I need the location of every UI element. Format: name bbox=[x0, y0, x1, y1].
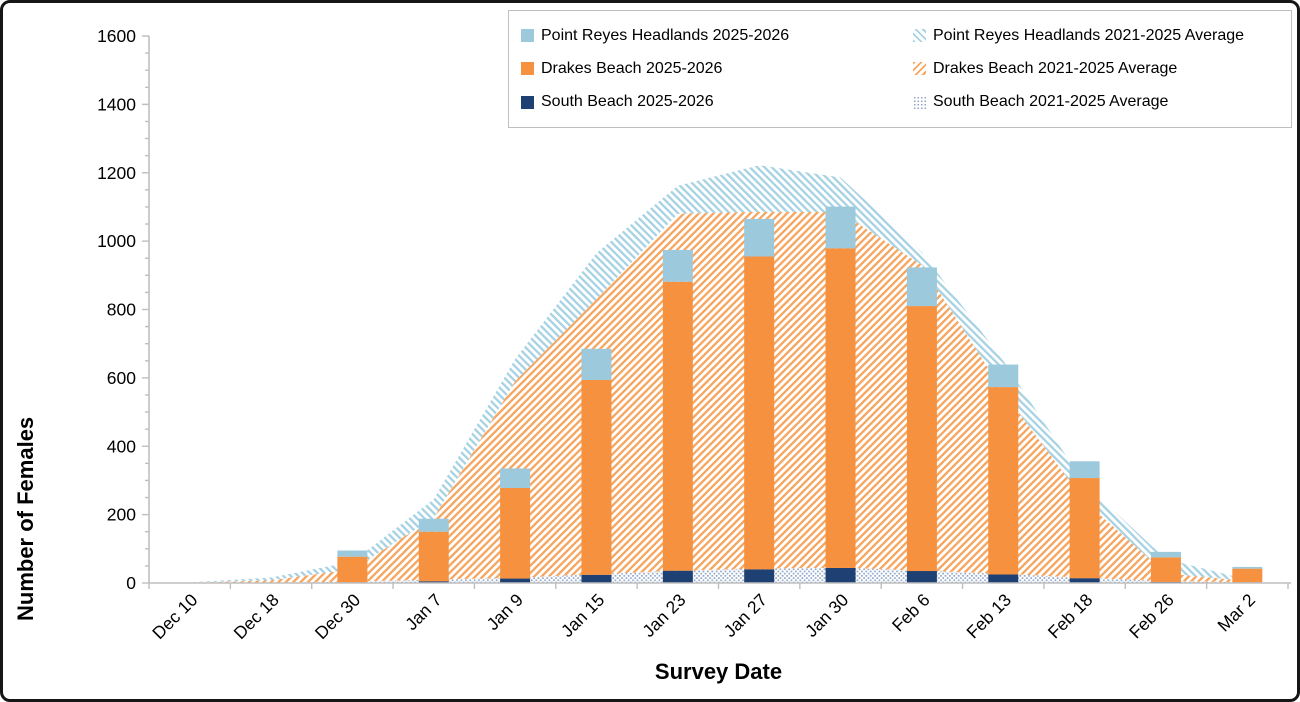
legend-item: Point Reyes Headlands 2021-2025 Average bbox=[913, 26, 1287, 44]
bar-segment bbox=[662, 250, 693, 282]
x-tick-label: Jan 23 bbox=[638, 590, 689, 641]
bar-segment bbox=[906, 267, 937, 307]
legend-label: Drakes Beach 2021-2025 Average bbox=[933, 59, 1178, 77]
legend-label: Point Reyes Headlands 2021-2025 Average bbox=[933, 26, 1245, 44]
x-tick-label: Feb 26 bbox=[1125, 590, 1178, 643]
bar-segment bbox=[337, 550, 368, 557]
x-tick-label: Jan 30 bbox=[801, 590, 852, 641]
bar-segment bbox=[581, 348, 612, 380]
bar-segment bbox=[1150, 551, 1181, 558]
bar-segment bbox=[988, 387, 1019, 575]
bar-segment bbox=[418, 581, 449, 583]
drakes-beach-season-swatch-icon bbox=[521, 62, 534, 76]
bar-segment bbox=[906, 306, 937, 572]
y-axis-title: Number of Females bbox=[13, 416, 38, 621]
x-tick-label: Dec 10 bbox=[148, 590, 202, 644]
area-diag-up bbox=[189, 211, 1248, 583]
bar-segment bbox=[744, 256, 775, 570]
svg-text:400: 400 bbox=[107, 436, 136, 456]
svg-text:200: 200 bbox=[107, 505, 136, 525]
legend-label: Drakes Beach 2025-2026 bbox=[541, 59, 723, 77]
svg-text:1600: 1600 bbox=[97, 26, 136, 46]
bar-segment bbox=[662, 570, 693, 583]
bar-segment bbox=[1232, 566, 1263, 569]
bar-segment bbox=[1150, 557, 1181, 582]
bar-segment bbox=[1069, 478, 1100, 579]
svg-text:800: 800 bbox=[107, 300, 136, 320]
bar-segment bbox=[500, 578, 531, 583]
x-tick-label: Dec 30 bbox=[311, 590, 365, 644]
bar-segment bbox=[825, 248, 856, 568]
bar-segment bbox=[744, 569, 775, 584]
x-axis: Dec 10 Dec 18 Dec 30 Jan 7 Jan 9 Jan 15 Jan 23… bbox=[148, 582, 1291, 644]
bar-segment bbox=[825, 567, 856, 583]
bar-segment bbox=[500, 487, 531, 579]
bar-segment bbox=[581, 379, 612, 575]
bar-segment bbox=[418, 518, 449, 532]
bar-segment bbox=[1232, 568, 1263, 583]
svg-text:0: 0 bbox=[126, 573, 136, 593]
bar-segment bbox=[906, 571, 937, 583]
svg-text:600: 600 bbox=[107, 368, 136, 388]
x-tick-label: Feb 13 bbox=[962, 590, 1015, 643]
legend-item: Drakes Beach 2021-2025 Average bbox=[913, 59, 1287, 77]
bar-segment bbox=[1069, 578, 1100, 583]
bar-segment bbox=[988, 574, 1019, 583]
bar-segment bbox=[500, 468, 531, 488]
point-reyes-headlands-season-swatch-icon bbox=[521, 29, 534, 43]
point-reyes-headlands-average-swatch-icon bbox=[913, 29, 926, 43]
x-tick-label: Feb 6 bbox=[888, 590, 934, 636]
svg-text:1200: 1200 bbox=[97, 163, 136, 183]
bar-segment bbox=[337, 556, 368, 583]
x-tick-label: Jan 7 bbox=[401, 590, 445, 634]
bar-segment bbox=[418, 531, 449, 582]
x-tick-label: Jan 15 bbox=[557, 590, 608, 641]
legend: Point Reyes Headlands 2025-2026 Point Re… bbox=[508, 10, 1292, 128]
x-tick-label: Dec 18 bbox=[230, 590, 283, 643]
svg-text:1000: 1000 bbox=[97, 231, 136, 251]
bar-segment bbox=[581, 574, 612, 583]
x-tick-label: Jan 9 bbox=[483, 590, 527, 634]
svg-text:1400: 1400 bbox=[97, 94, 136, 114]
y-axis: 0 200 400 600 800 1000 1200 1400 1600 bbox=[97, 26, 150, 593]
bar-segment bbox=[825, 206, 856, 249]
south-beach-average-swatch-icon bbox=[913, 95, 926, 109]
legend-label: Point Reyes Headlands 2025-2026 bbox=[541, 26, 790, 44]
area-diag-down bbox=[189, 165, 1248, 583]
bar-segment bbox=[988, 364, 1019, 388]
x-tick-label: Jan 27 bbox=[720, 590, 771, 641]
legend-item: South Beach 2021-2025 Average bbox=[913, 94, 1287, 110]
x-tick-label: Mar 2 bbox=[1213, 590, 1259, 636]
area-dots bbox=[189, 567, 1248, 583]
bar-segment bbox=[744, 218, 775, 257]
bar-segment bbox=[1069, 461, 1100, 479]
legend-item: South Beach 2025-2026 bbox=[521, 94, 913, 110]
legend-label: South Beach 2021-2025 Average bbox=[933, 93, 1169, 111]
bar-segment bbox=[662, 281, 693, 571]
south-beach-season-swatch-icon bbox=[521, 95, 534, 109]
legend-item: Point Reyes Headlands 2025-2026 bbox=[521, 26, 913, 44]
drakes-beach-average-swatch-icon bbox=[913, 62, 926, 76]
legend-label: South Beach 2025-2026 bbox=[541, 93, 714, 111]
x-tick-label: Feb 18 bbox=[1044, 590, 1097, 643]
legend-item: Drakes Beach 2025-2026 bbox=[521, 59, 913, 77]
x-axis-title: Survey Date bbox=[654, 659, 783, 684]
